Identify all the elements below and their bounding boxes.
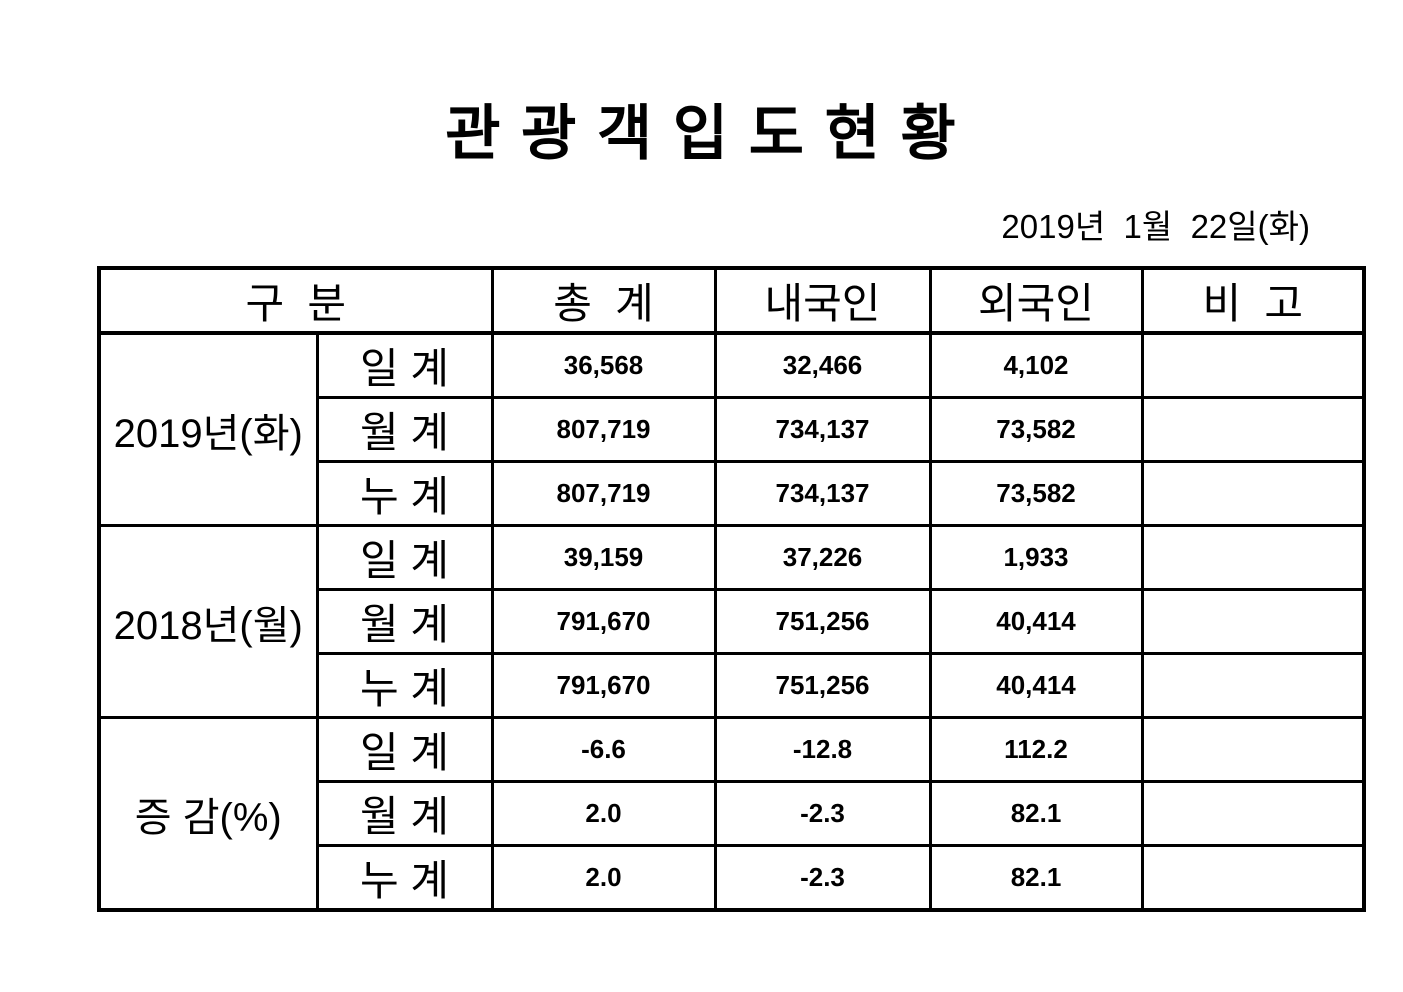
row-type-cumulative: 누 계 [315, 844, 494, 912]
row-type-daily: 일 계 [315, 331, 494, 399]
column-header-domestic: 내국인 [713, 266, 932, 335]
remark-cell [1140, 331, 1366, 399]
remark-cell [1140, 780, 1366, 847]
header-row: 구 분 총 계 내국인 외국인 비 고 [97, 266, 1366, 335]
remark-cell [1140, 460, 1366, 527]
value-total: 807,719 [490, 460, 717, 527]
column-header-remarks: 비 고 [1140, 266, 1366, 335]
table-row: 누 계 807,719 734,137 73,582 [99, 460, 1366, 527]
group-label-2019: 2019년(화) [97, 331, 319, 527]
table-row: 월 계 807,719 734,137 73,582 [99, 396, 1366, 463]
group-label-2018: 2018년(월) [97, 524, 319, 719]
column-header-foreign: 외국인 [928, 266, 1144, 335]
value-foreign: 73,582 [928, 460, 1144, 527]
value-total: 2.0 [490, 780, 717, 847]
table-row: 누 계 2.0 -2.3 82.1 [99, 844, 1366, 912]
value-foreign: 112.2 [928, 716, 1144, 783]
value-total: 791,670 [490, 588, 717, 655]
value-domestic: 751,256 [713, 652, 932, 719]
remark-cell [1140, 716, 1366, 783]
group-label-change-pct: 증 감(%) [97, 716, 319, 912]
row-type-monthly: 월 계 [315, 780, 494, 847]
row-type-daily: 일 계 [315, 524, 494, 591]
row-type-daily: 일 계 [315, 716, 494, 783]
remark-cell [1140, 652, 1366, 719]
value-total: 36,568 [490, 331, 717, 399]
remark-cell [1140, 844, 1366, 912]
tourist-arrival-table: 구 분 총 계 내국인 외국인 비 고 2019년(화) 일 계 36,568 … [97, 266, 1366, 912]
value-domestic: 37,226 [713, 524, 932, 591]
value-domestic: 32,466 [713, 331, 932, 399]
value-foreign: 40,414 [928, 588, 1144, 655]
table-row: 2019년(화) 일 계 36,568 32,466 4,102 [97, 331, 1366, 527]
table-row: 누 계 791,670 751,256 40,414 [99, 652, 1366, 719]
column-header-total: 총 계 [490, 266, 717, 335]
value-total: 791,670 [490, 652, 717, 719]
report-date: 2019년 1월 22일(화) [1001, 208, 1310, 245]
value-domestic: 734,137 [713, 460, 932, 527]
value-domestic: -12.8 [713, 716, 932, 783]
value-foreign: 82.1 [928, 844, 1144, 912]
value-total: 807,719 [490, 396, 717, 463]
value-domestic: 734,137 [713, 396, 932, 463]
table-row: 월 계 791,670 751,256 40,414 [99, 588, 1366, 655]
value-foreign: 82.1 [928, 780, 1144, 847]
remark-cell [1140, 524, 1366, 591]
table-row: 월 계 2.0 -2.3 82.1 [99, 780, 1366, 847]
value-foreign: 1,933 [928, 524, 1144, 591]
value-domestic: -2.3 [713, 844, 932, 912]
value-foreign: 40,414 [928, 652, 1144, 719]
value-total: -6.6 [490, 716, 717, 783]
column-header-category: 구 분 [97, 266, 494, 335]
row-type-cumulative: 누 계 [315, 460, 494, 527]
value-foreign: 73,582 [928, 396, 1144, 463]
table-row: 증 감(%) 일 계 -6.6 -12.8 112.2 [97, 716, 1366, 912]
value-domestic: -2.3 [713, 780, 932, 847]
row-type-monthly: 월 계 [315, 396, 494, 463]
remark-cell [1140, 588, 1366, 655]
page-title: 관 광 객 입 도 현 황 [445, 100, 958, 167]
value-total: 2.0 [490, 844, 717, 912]
value-total: 39,159 [490, 524, 717, 591]
remark-cell [1140, 396, 1366, 463]
row-type-cumulative: 누 계 [315, 652, 494, 719]
table-row: 2018년(월) 일 계 39,159 37,226 1,933 [97, 524, 1366, 719]
row-type-monthly: 월 계 [315, 588, 494, 655]
value-domestic: 751,256 [713, 588, 932, 655]
value-foreign: 4,102 [928, 331, 1144, 399]
